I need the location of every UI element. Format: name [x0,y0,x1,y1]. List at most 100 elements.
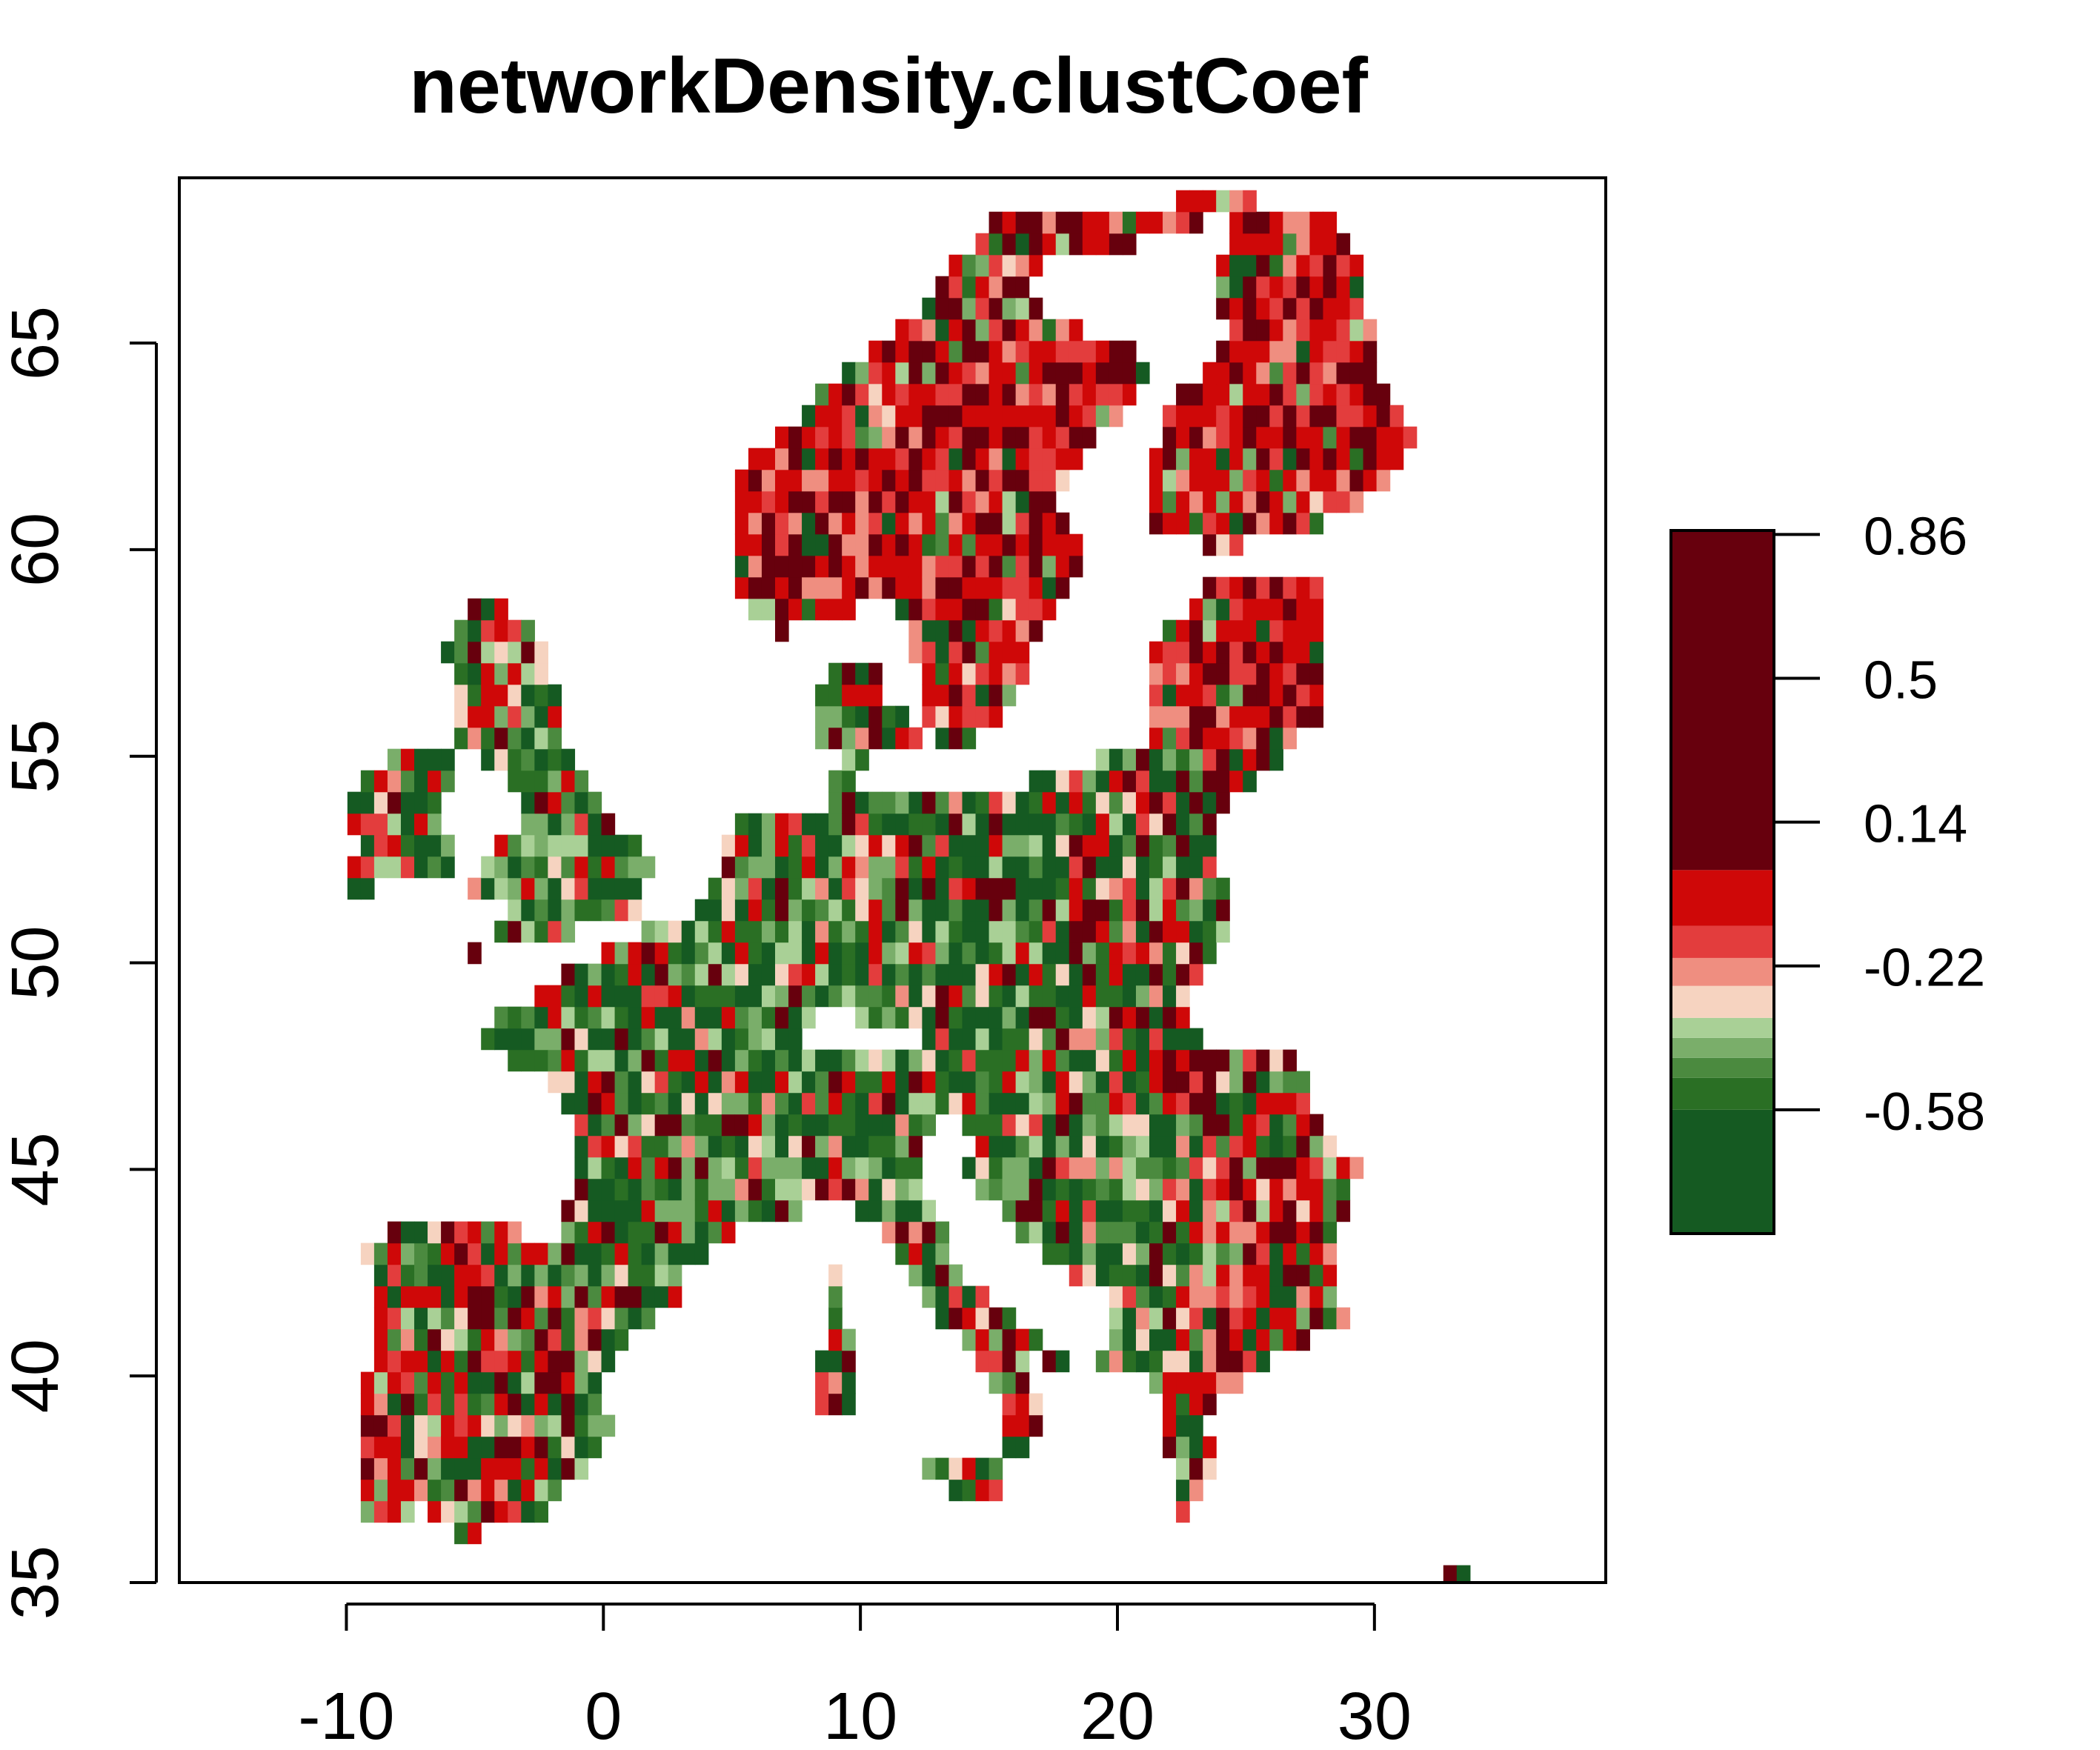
heatmap-cell [414,1350,428,1373]
heatmap-cell [908,362,923,385]
heatmap-cell [922,576,937,599]
heatmap-cell [681,1028,696,1051]
heatmap-cell [908,1221,923,1244]
heatmap-cell [1029,1221,1043,1244]
heatmap-cell [1069,211,1083,234]
heatmap-cell [748,1157,762,1180]
heatmap-cell [721,1157,736,1180]
heatmap-cell [922,1092,937,1115]
heatmap-cell [1216,598,1230,621]
heatmap-cell [761,1114,776,1137]
heatmap-cell [788,426,803,449]
heatmap-cell [1002,1328,1017,1351]
heatmap-cell [1069,899,1083,922]
heatmap-cell [1149,920,1163,943]
heatmap-cell [761,490,776,513]
heatmap-cell [868,727,883,750]
heatmap-cell [922,942,937,965]
heatmap-cell [1029,340,1043,363]
heatmap-cell [1269,1135,1283,1158]
heatmap-cell [360,1500,375,1523]
heatmap-cell [761,1092,776,1115]
heatmap-cell [1163,877,1177,900]
heatmap-cell [1203,1049,1217,1072]
heatmap-cell [761,576,776,599]
heatmap-cell [988,1049,1003,1072]
heatmap-cell [1109,1307,1123,1330]
heatmap-cell [882,727,896,750]
heatmap-cell [641,1307,656,1330]
heatmap-cell [508,662,522,685]
heatmap-cell [855,383,869,406]
heatmap-cell [548,770,562,793]
heatmap-cell [828,727,843,750]
heatmap-cell [1309,598,1324,621]
heatmap-cell [1296,1178,1311,1201]
heatmap-cell [1109,770,1123,793]
heatmap-cell [855,791,869,814]
heatmap-cell [1015,985,1030,1008]
heatmap-cell [1216,426,1230,449]
heatmap-cell [922,1114,937,1137]
heatmap-cell [614,1071,629,1094]
heatmap-cell [1243,297,1257,320]
heatmap-cell [1122,942,1137,965]
heatmap-cell [1095,834,1110,857]
heatmap-cell [614,1028,629,1051]
heatmap-cell [708,899,722,922]
heatmap-cell [588,1135,602,1158]
heatmap-cell [1163,1371,1177,1394]
heatmap-cell [521,1457,535,1480]
heatmap-cell [815,490,829,513]
heatmap-cell [561,963,576,986]
heatmap-cell [1176,1242,1190,1265]
heatmap-cell [1163,1414,1177,1437]
heatmap-cell [908,641,923,664]
heatmap-cell [400,834,415,857]
heatmap-cell [481,1028,495,1051]
heatmap-cell [948,1071,963,1094]
heatmap-cell [1176,963,1190,986]
heatmap-cell [1309,254,1324,277]
heatmap-cell [561,920,576,943]
heatmap-cell [1309,211,1324,234]
heatmap-cell [1029,362,1043,385]
heatmap-cell [1042,899,1057,922]
heatmap-cell [1109,1135,1123,1158]
heatmap-cell [400,1328,415,1351]
heatmap-cell [882,813,896,836]
heatmap-cell [1029,598,1043,621]
heatmap-cell [494,748,508,771]
heatmap-cell [988,963,1003,986]
heatmap-cell [534,813,548,836]
heatmap-cell [721,985,736,1008]
heatmap-cell [1002,985,1017,1008]
heatmap-cell [1283,598,1297,621]
heatmap-cell [441,1242,455,1265]
heatmap-cell [975,1006,990,1029]
heatmap-cell [441,1414,455,1437]
heatmap-cell [748,834,762,857]
heatmap-cell [1189,1071,1203,1094]
heatmap-cell [1082,1135,1097,1158]
heatmap-cell [895,1006,909,1029]
heatmap-cell [654,942,669,965]
heatmap-cell [1002,1436,1017,1459]
heatmap-cell [694,1006,709,1029]
heatmap-cell [1163,1350,1177,1373]
heatmap-cell [1176,1049,1190,1072]
heatmap-cell [1002,942,1017,965]
legend-color-bin [1671,957,1774,986]
heatmap-cell [948,512,963,535]
heatmap-cell [468,1221,482,1244]
heatmap-cell [734,1049,749,1072]
heatmap-cell [962,813,977,836]
heatmap-cell [1055,426,1070,449]
heatmap-cell [521,1350,535,1373]
heatmap-cell [1122,1200,1137,1222]
heatmap-cell [601,1264,616,1287]
heatmap-cell [802,877,816,900]
heatmap-cell [828,834,843,857]
heatmap-cell [1015,662,1030,685]
heatmap-cell [428,856,442,879]
